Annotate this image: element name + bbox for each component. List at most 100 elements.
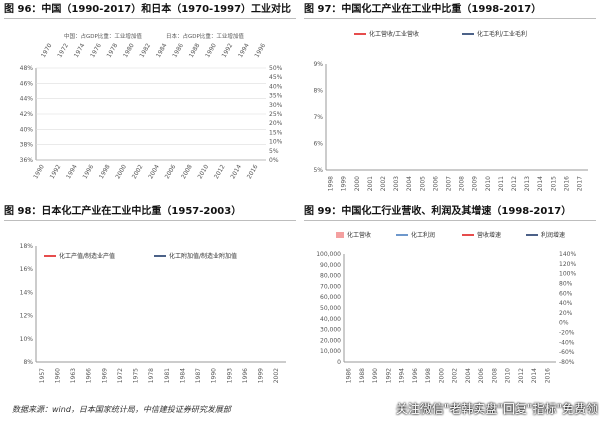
fig96-x-top-tick-label: 1986 [171,42,185,59]
fig96-right-axis-tick-label: 10% [269,139,283,146]
fig99-x-tick-label: 1998 [425,368,432,383]
fig98-legend-label: 化工产值/制造业产值 [59,252,115,260]
fig99-left-axis-tick-label: 100,000 [316,251,341,258]
figure-99-title: 图 99：中国化工行业营收、利润及其增速（1998-2017） [304,206,572,217]
fig98-y-axis-tick-label: 18% [20,243,34,250]
figure-99: 图 99：中国化工行业营收、利润及其增速（1998-2017） 100,000 9… [304,204,596,398]
fig97-x-tick-label: 2003 [393,176,400,191]
figure-96: 图 96：中国（1990-2017）和日本（1970-1997）工业对比 48%… [4,2,296,200]
fig96-right-axis-tick-label: 40% [269,83,283,90]
fig97-y-axis-tick-label: 6% [313,141,323,148]
fig96-left-axis-tick-label: 48% [20,65,34,72]
fig98-x-tick-label: 1966 [86,368,93,383]
fig99-x-tick-label: 2006 [478,368,485,383]
fig99-x-tick-label: 1986 [346,368,353,383]
fig96-x-top-tick-label: 1996 [253,42,267,59]
figure-96-chart: 48% 46% 44% 42% 40% 38% 36% 50% 45% 40% 35% 30% 25% 2… [20,32,283,180]
fig99-right-axis-tick-label: 40% [559,300,573,307]
fig97-legend-label: 化工毛利/工业毛利 [477,30,527,38]
fig99-left-axis-tick-label: 90,000 [320,262,341,269]
fig98-x-tick-label: 1996 [242,368,249,383]
fig96-right-axis-tick-label: 35% [269,93,283,100]
fig97-x-tick-label: 2004 [406,176,413,191]
fig97-y-axis-tick-label: 8% [313,88,323,95]
figure-96-title: 图 96：中国（1990-2017）和日本（1970-1997）工业对比 [4,4,292,15]
fig96-right-axis-tick-label: 30% [269,102,283,109]
fig97-x-tick-label: 2016 [563,176,570,191]
fig97-x-tick-label: 2013 [524,176,531,191]
fig96-x-top-tick-label: 1982 [138,42,152,59]
fig96-x-bottom-tick-label: 1990 [32,163,46,180]
fig98-x-tick-label: 1987 [195,368,202,383]
fig96-x-bottom-tick-label: 1998 [98,163,112,180]
fig96-right-axis-tick-label: 25% [269,111,283,118]
fig96-x-top-tick-label: 1974 [73,42,87,59]
fig97-x-tick-label: 2010 [485,176,492,191]
fig99-x-tick-label: 2010 [505,368,512,383]
figure-97-title-rule [304,18,596,19]
fig96-x-bottom-tick-label: 2008 [180,163,194,180]
fig99-x-tick-label: 2002 [452,368,459,383]
fig96-x-top-tick-label: 1984 [155,42,169,59]
fig98-x-tick-label: 1978 [148,368,155,383]
fig99-legend-label: 营收增速 [477,231,501,239]
fig99-legend-swatch [336,232,344,238]
fig99-right-axis-tick-label: -80% [559,359,575,366]
fig96-x-bottom-tick-label: 2002 [131,163,145,180]
fig98-x-tick-label: 1990 [211,368,218,383]
fig98-x-tick-label: 1963 [70,368,77,383]
source-note: 数据来源：wind，日本国家统计局，中信建投证券研究发展部 [12,405,231,414]
fig99-right-axis-tick-label: 20% [559,310,573,317]
fig96-right-axis-tick-label: 50% [269,65,283,72]
fig97-x-tick-label: 2000 [354,176,361,191]
fig97-y-axis-tick-label: 7% [313,114,323,121]
fig97-x-tick-label: 2015 [550,176,557,191]
fig99-legend-label: 利润增速 [541,231,565,239]
fig96-left-axis-tick-label: 36% [20,157,34,164]
fig97-x-tick-label: 1999 [341,176,348,191]
fig97-y-axis-tick-label: 5% [313,167,323,174]
fig96-x-bottom-tick-label: 1992 [49,163,63,180]
fig96-x-top-tick-label: 1978 [106,42,120,59]
fig99-right-axis-tick-label: -60% [559,349,575,356]
fig96-right-axis-tick-label: 20% [269,120,283,127]
fig97-x-tick-label: 2008 [459,176,466,191]
fig99-right-axis-tick-label: 0% [559,320,569,327]
fig97-legend-label: 化工营收/工业营收 [369,30,419,38]
fig98-y-axis-tick-label: 8% [23,359,33,366]
fig96-left-axis-tick-label: 42% [20,111,34,118]
fig99-x-tick-label: 1990 [372,368,379,383]
fig99-left-axis-tick-label: 20,000 [320,337,341,344]
fig96-x-top-tick-label: 1976 [89,42,103,59]
figure-96-title-rule [4,18,296,19]
fig96-x-top-tick-label: 1994 [237,42,251,59]
fig99-right-axis-tick-label: -40% [559,339,575,346]
fig96-right-axis-tick-label: 15% [269,129,283,136]
fig96-x-top-tick-label: 1992 [221,42,235,59]
fig97-x-tick-label: 2001 [367,176,374,191]
fig97-x-tick-label: 2005 [419,176,426,191]
fig99-x-tick-label: 2012 [518,368,525,383]
figure-98: 图 98：日本化工产业在工业中比重（1957-2003） 18% 16% 14% 12… [4,204,296,398]
fig96-series-label: 中国：占GDP比重：工业增加值 [64,32,142,40]
fig99-right-axis-tick-label: 100% [559,271,576,278]
fig99-legend-label: 化工利润 [411,231,435,239]
figure-97: 图 97：中国化工产业在工业中比重（1998-2017） 9% 8% 7% 6% 5% 1… [304,2,596,200]
fig99-x-tick-label: 1988 [359,368,366,383]
fig96-x-top-tick-label: 1988 [188,42,202,59]
fig96-x-bottom-tick-label: 2010 [197,163,211,180]
figure-98-chart: 18% 16% 14% 12% 10% 8% 1957 1960 1963 1966 1969 197… [20,243,286,383]
fig96-x-top-tick-label: 1972 [56,42,70,59]
fig99-x-tick-label: 2016 [544,368,551,383]
fig98-y-axis-tick-label: 10% [20,336,34,343]
fig96-x-bottom-tick-label: 2014 [229,163,243,180]
figure-98-title: 图 98：日本化工产业在工业中比重（1957-2003） [4,206,242,217]
fig99-left-axis-tick-label: 70,000 [320,283,341,290]
fig96-left-axis-tick-label: 44% [20,96,34,103]
fig97-x-tick-label: 2014 [537,176,544,191]
fig97-x-tick-label: 2009 [472,176,479,191]
fig96-left-axis-tick-label: 38% [20,142,34,149]
watermark: 关注微信"老韩实盘"回复"指标"免费领 [395,402,598,416]
fig99-left-axis-tick-label: 10,000 [320,348,341,355]
fig98-x-tick-label: 1984 [179,368,186,383]
